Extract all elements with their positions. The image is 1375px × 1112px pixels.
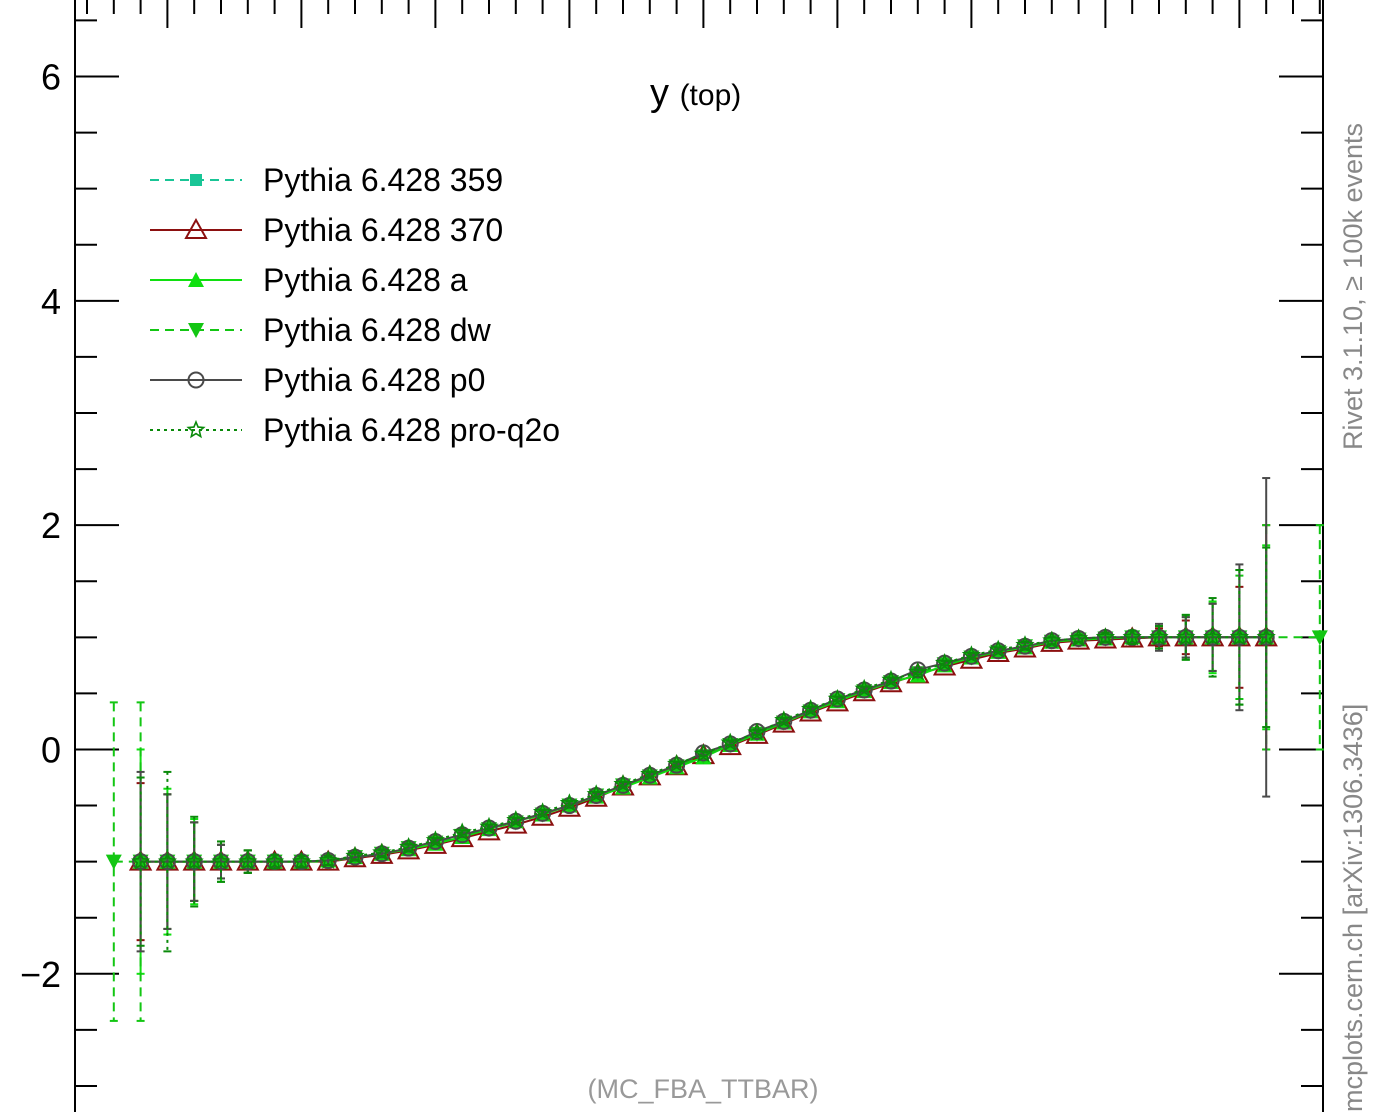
legend-label: Pythia 6.428 359	[263, 162, 503, 198]
rivet-label: Rivet 3.1.10, ≥ 100k events	[1338, 123, 1368, 450]
analysis-label: (MC_FBA_TTBAR)	[587, 1074, 818, 1104]
title-main: y	[650, 72, 669, 114]
marker	[186, 419, 206, 439]
marker	[1015, 635, 1035, 654]
y-tick-label: 2	[41, 505, 61, 546]
series-pythia-6-428-pro-q2o	[131, 546, 1276, 953]
marker	[1203, 627, 1223, 646]
marker	[827, 688, 847, 708]
marker	[881, 669, 901, 689]
series-group	[105, 477, 1328, 1022]
marker	[479, 816, 499, 835]
marker	[1122, 627, 1142, 646]
marker	[961, 645, 981, 664]
marker	[613, 774, 633, 793]
marker	[640, 764, 660, 783]
series-pythia-6-428-dw	[105, 524, 1328, 1022]
marker	[265, 851, 285, 870]
marker	[184, 851, 204, 870]
marker	[157, 851, 177, 870]
legend-label: Pythia 6.428 pro-q2o	[263, 412, 560, 448]
title-suffix: (top)	[680, 79, 742, 112]
legend-entry: Pythia 6.428 p0	[150, 362, 485, 398]
axis-ticks: −2 0 2 4 6	[20, 0, 1323, 1087]
legend-label: Pythia 6.428 370	[263, 212, 503, 248]
marker	[1149, 627, 1169, 646]
marker	[131, 851, 151, 870]
marker	[533, 802, 553, 821]
marker	[184, 217, 208, 239]
series-line	[113, 636, 1320, 863]
marker	[774, 710, 794, 729]
marker	[1069, 628, 1089, 647]
y-tick-label: 4	[41, 281, 61, 322]
marker	[1256, 627, 1276, 646]
marker	[452, 822, 472, 841]
marker	[187, 371, 205, 389]
plot-frame	[74, 0, 1324, 1112]
legend-entry: Pythia 6.428 370	[150, 212, 503, 248]
y-tick-label: 6	[41, 57, 61, 98]
marker	[188, 272, 204, 287]
legend: Pythia 6.428 359 Pythia 6.428 370 Pythia 6…	[150, 162, 560, 448]
chart-title: y (top)	[650, 72, 741, 114]
marker	[908, 661, 928, 681]
marker	[559, 793, 579, 812]
marker	[188, 323, 204, 338]
marker	[211, 851, 231, 870]
legend-entry: Pythia 6.428 a	[150, 262, 468, 298]
series-line	[140, 636, 1267, 863]
marker	[105, 854, 122, 870]
series-pythia-6-428-370	[128, 524, 1278, 942]
marker	[318, 850, 338, 869]
marker	[291, 851, 311, 870]
marker	[1095, 627, 1115, 646]
marker	[399, 837, 419, 856]
marker	[693, 743, 713, 763]
marker	[1229, 627, 1249, 646]
marker	[190, 174, 202, 186]
marker	[1042, 630, 1062, 649]
marker	[935, 652, 955, 672]
marker	[801, 698, 821, 718]
legend-entry: Pythia 6.428 dw	[150, 312, 492, 348]
legend-entry: Pythia 6.428 pro-q2o	[150, 412, 560, 448]
marker	[506, 809, 526, 829]
y-tick-label: 0	[41, 729, 61, 770]
legend-entry: Pythia 6.428 359	[150, 162, 503, 198]
marker	[667, 754, 687, 773]
marker	[854, 678, 874, 698]
legend-label: Pythia 6.428 a	[263, 262, 468, 298]
mcplots-label: mcplots.cern.ch [arXiv:1306.3436]	[1338, 704, 1368, 1112]
marker	[988, 639, 1008, 658]
marker	[747, 722, 767, 741]
marker	[345, 845, 365, 865]
y-tick-label: −2	[20, 954, 61, 995]
legend-label: Pythia 6.428 dw	[263, 312, 492, 348]
marker	[720, 732, 740, 751]
series-pythia-6-428-p0	[132, 477, 1275, 953]
marker	[425, 830, 445, 849]
legend-label: Pythia 6.428 p0	[263, 362, 485, 398]
marker	[1311, 630, 1328, 646]
marker	[586, 784, 606, 803]
marker	[372, 842, 392, 861]
marker	[238, 851, 258, 870]
marker	[1176, 627, 1196, 646]
plot-border	[74, 0, 1324, 1112]
